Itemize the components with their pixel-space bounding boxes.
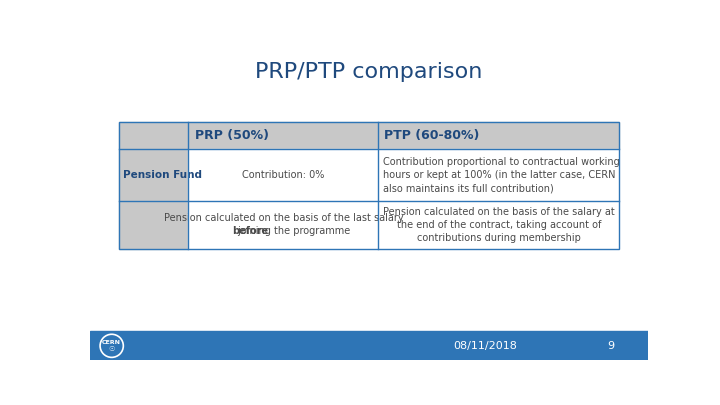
Bar — [119, 149, 189, 201]
Bar — [378, 149, 619, 201]
Text: before: before — [232, 226, 268, 236]
Text: Contribution proportional to contractual working
hours or kept at 100% (in the l: Contribution proportional to contractual… — [383, 157, 620, 193]
Text: 9: 9 — [607, 341, 614, 351]
Bar — [119, 122, 189, 149]
Bar — [189, 149, 378, 201]
Bar — [378, 201, 619, 249]
Text: ☉: ☉ — [109, 346, 114, 352]
Text: CERN: CERN — [102, 340, 121, 345]
Text: joining the programme: joining the programme — [235, 226, 350, 236]
Bar — [378, 122, 619, 149]
Text: PRP/PTP comparison: PRP/PTP comparison — [256, 62, 482, 82]
Bar — [119, 201, 189, 249]
Text: PTP (60-80%): PTP (60-80%) — [384, 129, 480, 142]
Bar — [90, 331, 648, 360]
Bar — [119, 122, 619, 249]
Text: Pension calculated on the basis of the last salary: Pension calculated on the basis of the l… — [163, 213, 403, 223]
Bar — [189, 122, 378, 149]
Text: Pension calculated on the basis of the salary at
the end of the contract, taking: Pension calculated on the basis of the s… — [383, 207, 615, 243]
Text: 08/11/2018: 08/11/2018 — [454, 341, 517, 351]
Bar — [189, 201, 378, 249]
Text: PRP (50%): PRP (50%) — [194, 129, 269, 142]
Text: Pension Fund: Pension Fund — [122, 170, 202, 180]
Text: Contribution: 0%: Contribution: 0% — [242, 170, 325, 180]
